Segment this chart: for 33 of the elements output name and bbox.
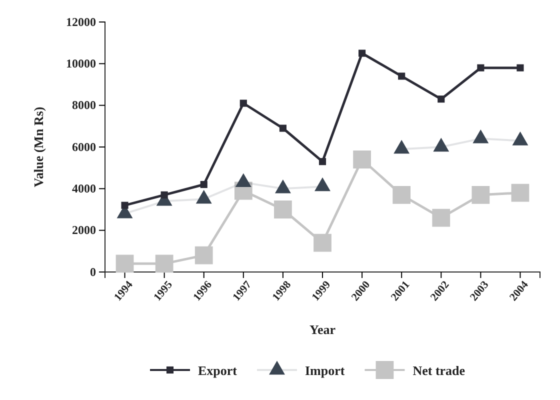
point	[200, 180, 208, 188]
y-tick-label: 12000	[66, 14, 96, 29]
y-tick-label: 10000	[66, 56, 96, 71]
x-axis-title: Year	[310, 322, 336, 337]
point	[194, 246, 213, 264]
point	[516, 64, 524, 72]
point	[472, 186, 490, 204]
y-tick-label: 8000	[72, 98, 96, 112]
point	[160, 191, 168, 198]
point	[398, 72, 406, 80]
y-tick-label: 0	[90, 264, 96, 279]
point	[314, 234, 332, 252]
y-tick-label: 6000	[72, 140, 96, 154]
legend-label: Export	[198, 363, 238, 378]
point	[240, 100, 247, 107]
point	[318, 158, 326, 166]
y-tick-label: 4000	[72, 182, 96, 196]
y-axis-title: Value (Mn Rs)	[31, 106, 46, 188]
point	[392, 186, 411, 204]
point	[121, 202, 128, 209]
point	[353, 150, 371, 168]
point	[155, 254, 174, 273]
point	[438, 96, 445, 103]
point	[511, 184, 530, 202]
legend-label: Net trade	[412, 363, 466, 378]
legend-label: Import	[305, 363, 346, 378]
point	[432, 208, 450, 227]
point	[116, 254, 134, 273]
point	[477, 64, 484, 72]
y-tick-label: 2000	[72, 223, 96, 238]
point	[279, 124, 286, 132]
point	[274, 200, 292, 218]
point	[358, 50, 366, 57]
